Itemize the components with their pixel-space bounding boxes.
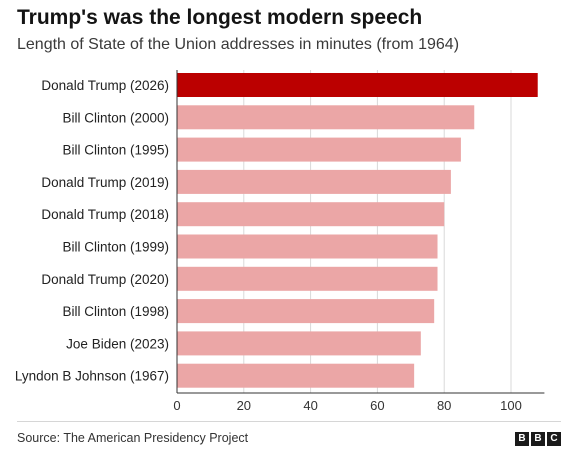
bar — [177, 73, 538, 97]
bbc-logo-letter: C — [547, 432, 561, 446]
bbc-logo: B B C — [515, 432, 561, 446]
bbc-logo-letter: B — [515, 432, 529, 446]
category-label: Bill Clinton (2000) — [62, 110, 169, 125]
category-label: Donald Trump (2019) — [41, 175, 169, 190]
x-tick-label: 20 — [237, 398, 251, 413]
bar — [177, 169, 451, 194]
bar — [177, 105, 475, 130]
bbc-logo-letter: B — [531, 432, 545, 446]
footer-divider — [17, 421, 561, 422]
bar — [177, 234, 438, 259]
bar — [177, 202, 445, 227]
category-label: Bill Clinton (1999) — [62, 240, 169, 255]
chart-title: Trump's was the longest modern speech — [17, 6, 423, 29]
bar — [177, 331, 421, 356]
chart-subtitle: Length of State of the Union addresses i… — [17, 36, 460, 53]
x-tick-label: 80 — [437, 398, 451, 413]
category-label: Donald Trump (2020) — [41, 272, 169, 287]
bar — [177, 363, 415, 388]
category-label: Bill Clinton (1998) — [62, 304, 169, 319]
x-tick-label: 40 — [303, 398, 317, 413]
x-tick-label: 60 — [370, 398, 384, 413]
category-label: Lyndon B Johnson (1967) — [15, 369, 169, 384]
x-tick-label: 100 — [500, 398, 522, 413]
category-label: Joe Biden (2023) — [66, 336, 169, 351]
category-label: Donald Trump (2026) — [41, 78, 169, 93]
x-tick-label: 0 — [173, 398, 180, 413]
bar-chart: Donald Trump (2026) Bill Clinton (2000) Bi… — [15, 70, 545, 413]
category-label: Bill Clinton (1995) — [62, 143, 169, 158]
bar — [177, 299, 435, 324]
category-label: Donald Trump (2018) — [41, 207, 169, 222]
source-note: Source: The American Presidency Project — [17, 431, 249, 445]
bar — [177, 137, 461, 162]
bar — [177, 266, 438, 291]
